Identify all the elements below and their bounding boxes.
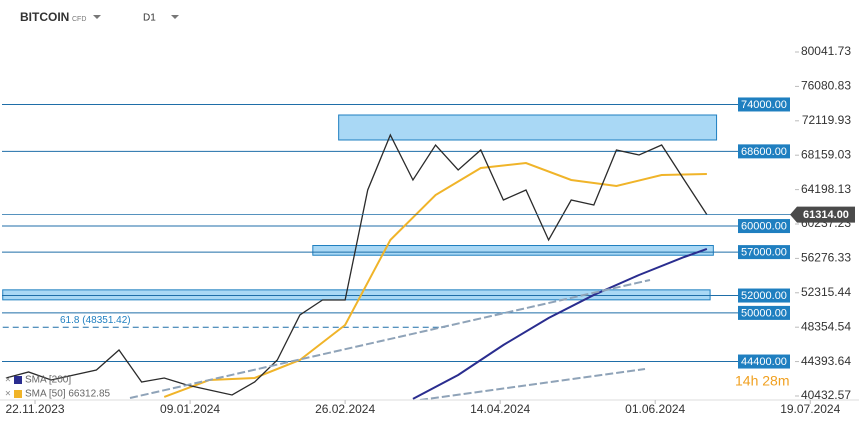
legend-close: × bbox=[5, 375, 11, 386]
x-tick-label: 22.11.2023 bbox=[5, 402, 64, 416]
trend-line bbox=[419, 368, 646, 401]
overlay: 80041.73 76080.83 72119.93 68159.03 64198.13… bbox=[2, 44, 855, 416]
level-tag bbox=[738, 245, 790, 260]
last-price-tag bbox=[790, 206, 855, 223]
level-label: 68600.00 bbox=[741, 146, 787, 158]
level-label: 52000.00 bbox=[741, 290, 787, 302]
level-tag bbox=[738, 97, 790, 112]
y-tick-label: 72119.93 bbox=[802, 113, 851, 127]
timer: 14h 28m bbox=[735, 373, 789, 389]
level-tag bbox=[738, 288, 790, 303]
timeframe[interactable]: D1 bbox=[143, 13, 156, 24]
header-bar bbox=[0, 0, 859, 34]
x-tick-label: 26.02.2024 bbox=[315, 402, 375, 416]
y-tick-label: 40432.57 bbox=[801, 388, 851, 402]
y-tick-label: 76080.83 bbox=[801, 79, 851, 93]
y-tick-label: 44393.64 bbox=[801, 354, 851, 368]
fib-label: 61.8 (48351.42) bbox=[60, 315, 131, 326]
level-label: 60000.00 bbox=[741, 220, 787, 232]
y-tick-label: 68159.03 bbox=[801, 147, 851, 161]
y-tick-label: 48354.54 bbox=[801, 319, 851, 333]
legend-label: SMA [200] bbox=[25, 375, 71, 386]
y-tick-label: 52315.44 bbox=[801, 285, 851, 299]
legend-swatch bbox=[14, 390, 22, 398]
dropdown-caret[interactable] bbox=[171, 15, 179, 19]
zone bbox=[312, 245, 714, 256]
price-line bbox=[5, 133, 708, 396]
level-tag bbox=[738, 354, 790, 369]
level-tag bbox=[738, 305, 790, 320]
x-tick-label: 19.07.2024 bbox=[780, 402, 840, 416]
dropdown-caret[interactable] bbox=[93, 15, 101, 19]
level-label: 44400.00 bbox=[741, 356, 787, 368]
level-tag bbox=[738, 144, 790, 159]
sma-line bbox=[163, 161, 707, 398]
time-axis bbox=[0, 400, 859, 427]
level-tag bbox=[738, 219, 790, 234]
zone bbox=[338, 114, 718, 141]
level-label: 50000.00 bbox=[741, 307, 787, 319]
y-tick-label: 64198.13 bbox=[801, 182, 851, 196]
y-tick-label: 56276.33 bbox=[801, 251, 851, 265]
last-price-label: 61314.00 bbox=[803, 209, 849, 221]
symbol[interactable]: BITCOIN bbox=[20, 10, 69, 24]
trend-line bbox=[129, 279, 651, 399]
x-tick-label: 01.06.2024 bbox=[625, 402, 685, 416]
plot-area: 61.8 (48351.42) bbox=[2, 103, 738, 400]
legend-label: SMA [50] 66312.85 bbox=[25, 389, 111, 400]
x-tick-label: 14.04.2024 bbox=[470, 402, 530, 416]
level-label: 74000.00 bbox=[741, 99, 787, 111]
zone bbox=[2, 289, 711, 301]
x-tick-label: 09.01.2024 bbox=[160, 402, 220, 416]
legend-swatch bbox=[14, 376, 22, 384]
y-tick-label: 80041.73 bbox=[801, 44, 851, 58]
sma-line bbox=[412, 248, 708, 400]
level-label: 57000.00 bbox=[741, 247, 787, 259]
legend-close: × bbox=[5, 389, 11, 400]
symbol-kind: CFD bbox=[72, 16, 86, 23]
